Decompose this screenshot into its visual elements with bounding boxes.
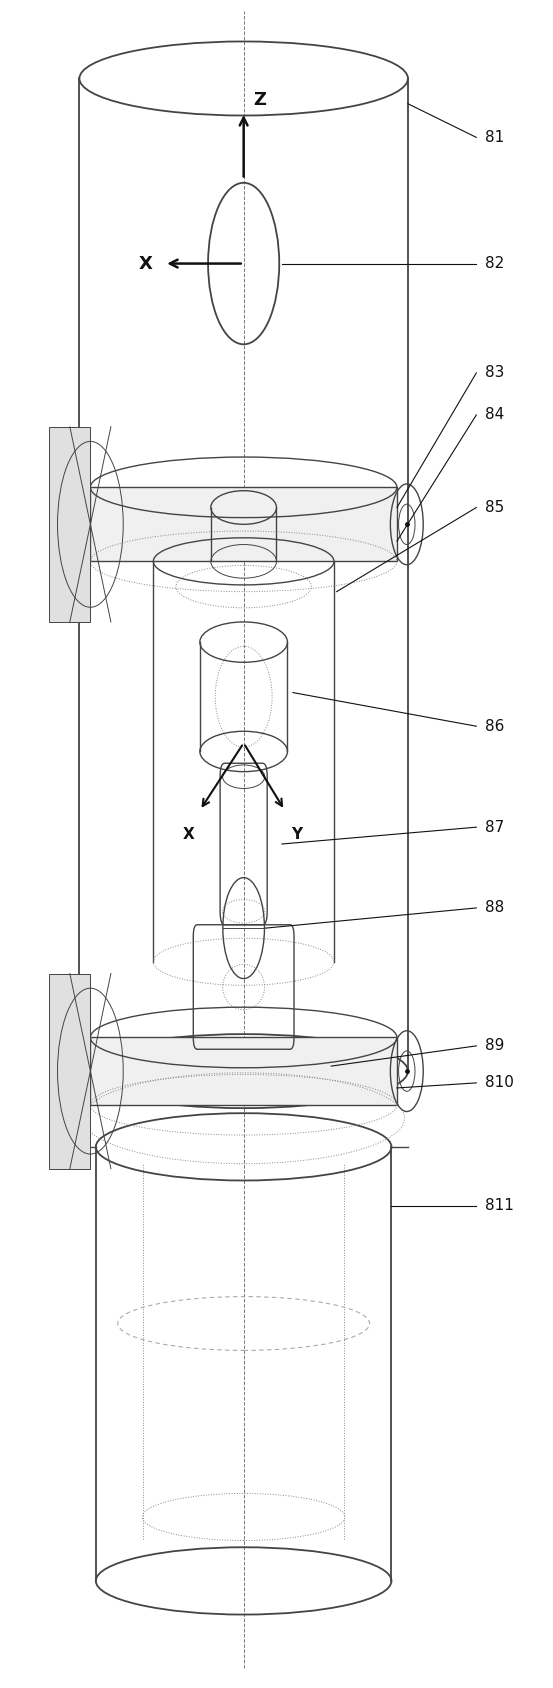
- Text: 82: 82: [484, 257, 504, 272]
- Text: 85: 85: [484, 500, 504, 515]
- Text: 83: 83: [484, 365, 504, 380]
- Text: 84: 84: [484, 407, 504, 422]
- Text: 88: 88: [484, 900, 504, 915]
- Text: 81: 81: [484, 130, 504, 145]
- Text: 810: 810: [484, 1075, 513, 1090]
- Text: Y: Y: [291, 827, 302, 842]
- Text: 87: 87: [484, 820, 504, 834]
- Text: X: X: [182, 827, 195, 842]
- Bar: [49, 974, 90, 1168]
- Bar: [49, 427, 90, 621]
- Text: Z: Z: [253, 91, 267, 108]
- Text: X: X: [138, 255, 152, 272]
- Text: 811: 811: [484, 1198, 513, 1214]
- Text: 89: 89: [484, 1038, 504, 1053]
- Text: 86: 86: [484, 719, 504, 734]
- Bar: [90, 488, 397, 562]
- Bar: [90, 1038, 397, 1104]
